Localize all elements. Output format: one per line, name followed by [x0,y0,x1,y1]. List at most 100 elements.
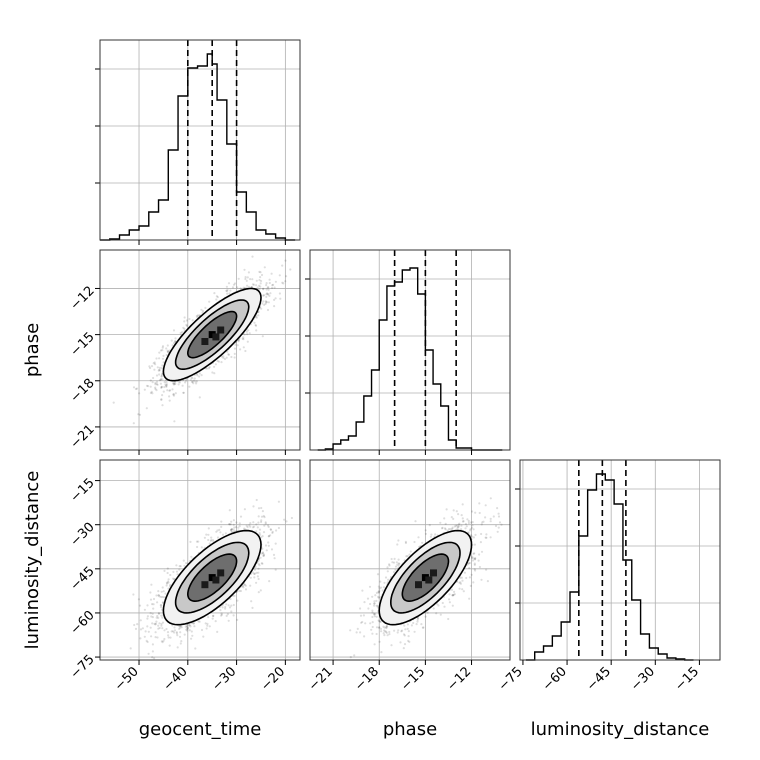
sample-point [163,637,166,641]
sample-point [165,385,168,388]
panel-frame [99,249,301,451]
sample-point [153,368,156,371]
sample-point [196,316,199,319]
sample-point [262,287,265,290]
sample-point [179,624,182,628]
sample-point [257,515,260,518]
sample-point [263,524,266,527]
sample-point [239,515,243,518]
sample-point [190,630,193,633]
sample-point [175,631,178,634]
sample-point [146,615,149,618]
sample-point [245,330,248,333]
sample-point [225,356,228,359]
sample-point [198,372,201,375]
sample-point [262,514,265,518]
sample-point [249,525,252,528]
sample-point [216,536,220,539]
sample-point [168,395,171,398]
sample-point [196,314,199,317]
sample-point [163,629,166,632]
sample-point [169,573,172,577]
sample-point [278,292,281,295]
sample-point [278,274,281,277]
sample-point [162,590,165,593]
sample-point [238,522,241,525]
sample-point [257,577,260,581]
sample-point [238,589,241,593]
sample-point [246,525,249,529]
sample-point [112,401,115,404]
sample-point [273,305,276,308]
sample-point [160,624,163,627]
sample-point [163,569,166,573]
sample-point [264,522,267,525]
sample-point [161,349,164,352]
sample-point [214,620,217,623]
sample-point [170,630,173,633]
sample-point [236,618,239,622]
sample-point [162,639,165,642]
sample-point [213,372,216,375]
sample-point [151,612,154,615]
sample-point [160,386,163,389]
sample-point [271,286,274,289]
sample-point [257,310,260,313]
sample-point [271,284,274,287]
sample-point [275,529,278,532]
sample-point [269,528,272,531]
sample-point [157,612,161,615]
sample-point [252,505,255,508]
sample-point [196,545,199,549]
sample-point [216,529,219,532]
sample-point [173,381,177,384]
sample-point [267,301,270,304]
sample-point [231,286,235,289]
sample-point [206,622,209,626]
sample-point [198,396,201,399]
joint-panel-geocent_time-luminosity_distance [99,459,301,661]
sample-point [258,270,261,273]
sample-point [208,366,211,369]
sample-point [191,380,194,383]
sample-point [228,292,231,295]
sample-point [164,592,167,595]
sample-point [271,531,274,535]
sample-point [200,308,203,311]
sample-point [186,627,189,630]
sample-point [134,387,137,391]
sample-point [230,520,233,523]
sample-point [243,527,246,530]
sample-point [242,286,245,289]
sample-point [264,302,267,305]
sample-point [193,377,196,380]
sample-point [262,531,266,534]
sample-point [185,379,188,382]
sample-point [160,614,163,617]
sample-point [165,384,168,387]
sample-point [245,524,248,527]
sample-point [166,350,169,354]
sample-point [143,635,146,638]
sample-point [154,636,157,639]
sample-point [247,285,250,288]
sample-point [145,384,149,387]
sample-point [173,626,176,629]
hist-panel-luminosity_distance [515,459,721,661]
sample-point [263,266,266,269]
sample-point [239,348,242,351]
sample-point [214,363,217,366]
sample-point [178,568,181,571]
sample-point [237,277,240,280]
sample-point [161,357,165,360]
sample-point [260,519,263,522]
sample-point [171,388,174,391]
sample-point [156,614,159,618]
sample-point [138,604,142,607]
sample-point [252,283,256,286]
sample-point [232,528,235,531]
sample-point [167,581,170,584]
sample-point [150,583,153,586]
sample-point [178,565,181,568]
sample-point [265,549,268,552]
